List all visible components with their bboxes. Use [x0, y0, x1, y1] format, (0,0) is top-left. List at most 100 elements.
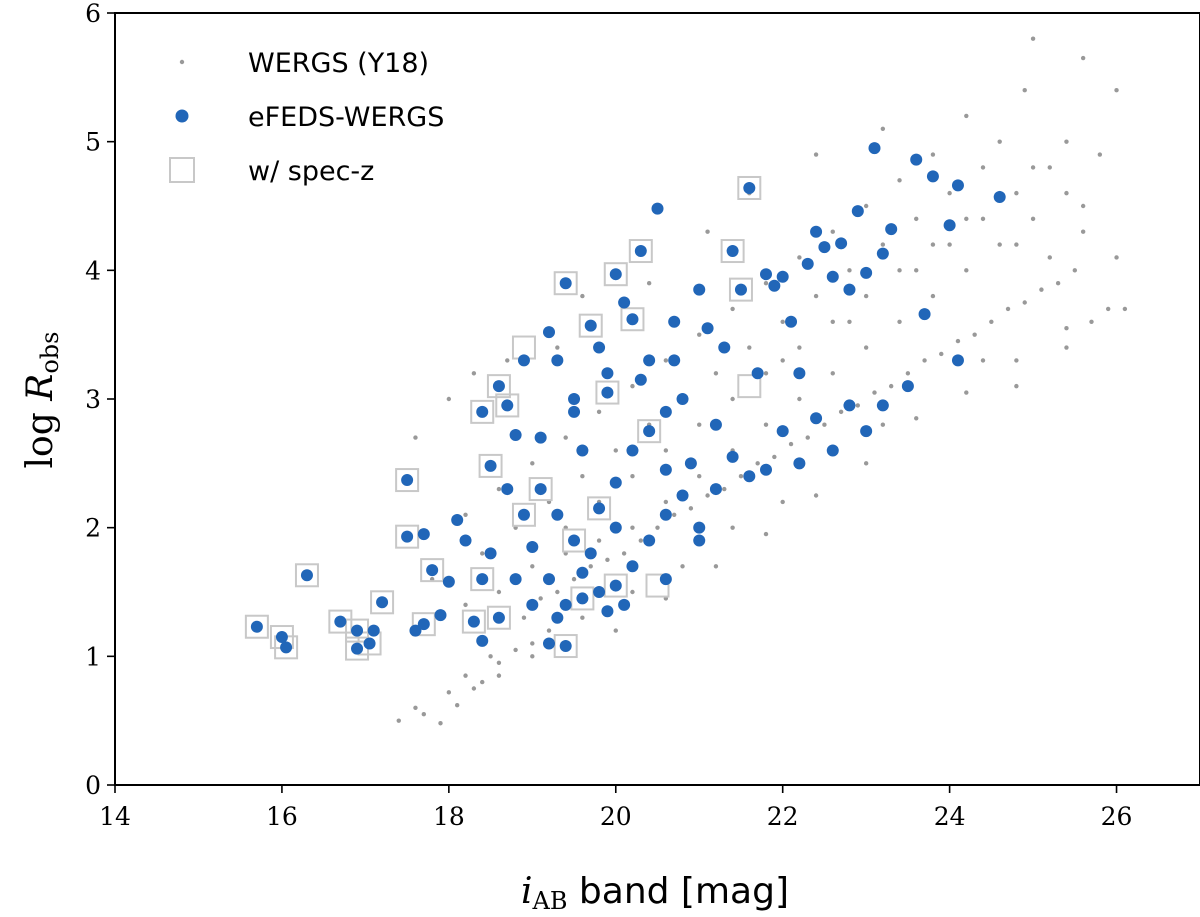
efeds-point: [426, 564, 439, 577]
wergs-point: [1030, 165, 1036, 170]
wergs-point: [505, 358, 510, 363]
wergs-point: [747, 345, 752, 350]
wergs-point: [1114, 88, 1119, 93]
efeds-point: [726, 245, 739, 258]
specz-marker: [370, 590, 395, 615]
specz-marker: [553, 634, 578, 659]
wergs-point: [914, 268, 919, 273]
x-axis-label-subscript: AB: [532, 887, 568, 915]
wergs-point: [488, 654, 493, 659]
x-axis-label: iAB band [mag]: [521, 871, 789, 915]
efeds-point: [626, 313, 639, 326]
efeds-point: [559, 640, 572, 653]
efeds-point: [543, 326, 555, 339]
wergs-point: [797, 345, 802, 350]
specz-marker: [470, 399, 495, 424]
x-tick-label: 16: [266, 802, 298, 831]
wergs-point: [980, 165, 986, 170]
wergs-point: [638, 538, 644, 543]
efeds-point: [601, 367, 614, 380]
specz-marker: [595, 380, 620, 405]
wergs-point: [763, 371, 769, 376]
y-axis-label-prefix: log: [20, 401, 61, 469]
efeds-point: [593, 586, 606, 598]
wergs-point: [1097, 152, 1103, 157]
efeds-point: [693, 534, 706, 547]
wergs-point: [1080, 203, 1086, 209]
efeds-point: [676, 489, 689, 502]
wergs-point: [697, 332, 702, 337]
wergs-point: [671, 512, 677, 517]
wergs-point: [822, 422, 827, 427]
efeds-point: [951, 354, 964, 367]
wergs-point: [813, 152, 819, 157]
efeds-point: [743, 470, 756, 483]
efeds-point: [693, 283, 706, 296]
wergs-point: [613, 628, 618, 633]
efeds-point: [901, 380, 914, 393]
specz-marker: [562, 528, 587, 553]
efeds-point: [776, 425, 789, 438]
efeds-point: [751, 367, 764, 380]
y-tick-label: 6: [85, 0, 101, 28]
x-tick-label: 18: [433, 802, 465, 831]
legend-wergs-marker: [179, 59, 185, 65]
wergs-point: [396, 718, 401, 723]
wergs-point: [922, 358, 927, 363]
wergs-point: [880, 422, 886, 427]
y-tick-label: 3: [85, 385, 101, 414]
wergs-point: [863, 345, 869, 350]
wergs-point: [897, 319, 902, 324]
efeds-point: [459, 534, 472, 547]
wergs-point: [705, 229, 710, 234]
wergs-point: [1080, 229, 1086, 234]
wergs-point: [763, 422, 769, 427]
legend-specz-label: w/ spec-z: [248, 156, 374, 187]
efeds-point: [659, 405, 672, 418]
x-tick-label: 20: [600, 802, 632, 831]
wergs-point: [413, 435, 418, 440]
efeds-point: [417, 528, 430, 541]
efeds-point: [609, 521, 622, 534]
efeds-point: [584, 319, 597, 332]
wergs-point: [897, 268, 902, 273]
efeds-point: [367, 624, 380, 637]
wergs-point: [1014, 358, 1019, 363]
efeds-point: [584, 547, 597, 560]
wergs-point: [471, 686, 477, 691]
wergs-point: [1030, 36, 1036, 41]
wergs-point: [1064, 139, 1069, 144]
efeds-point: [551, 354, 564, 367]
wergs-point: [955, 338, 961, 344]
wergs-point: [980, 358, 986, 363]
efeds-point: [826, 444, 839, 457]
wergs-point: [930, 242, 936, 247]
wergs-point: [863, 461, 869, 466]
wergs-point: [738, 474, 744, 479]
wergs-point: [997, 242, 1002, 247]
efeds-point: [543, 637, 555, 650]
efeds-point: [659, 508, 672, 521]
wergs-point: [1064, 345, 1069, 350]
efeds-point: [492, 611, 505, 624]
wergs-point: [588, 564, 593, 569]
efeds-point: [401, 530, 414, 543]
wergs-point: [880, 242, 886, 247]
wergs-point: [847, 319, 852, 324]
wergs-point: [496, 673, 502, 678]
wergs-point: [989, 319, 994, 324]
efeds-point: [818, 241, 831, 254]
wergs-point: [446, 396, 452, 402]
efeds-point: [993, 190, 1006, 203]
wergs-point: [596, 538, 602, 543]
efeds-point: [551, 611, 564, 624]
efeds-point: [693, 521, 706, 534]
wergs-point: [905, 371, 911, 376]
efeds-point: [618, 598, 631, 611]
efeds-point: [885, 223, 898, 236]
y-tick-label: 5: [85, 128, 101, 157]
wergs-point: [914, 416, 919, 421]
wergs-point: [663, 499, 669, 505]
wergs-point: [438, 721, 443, 726]
wergs-point: [947, 242, 952, 247]
